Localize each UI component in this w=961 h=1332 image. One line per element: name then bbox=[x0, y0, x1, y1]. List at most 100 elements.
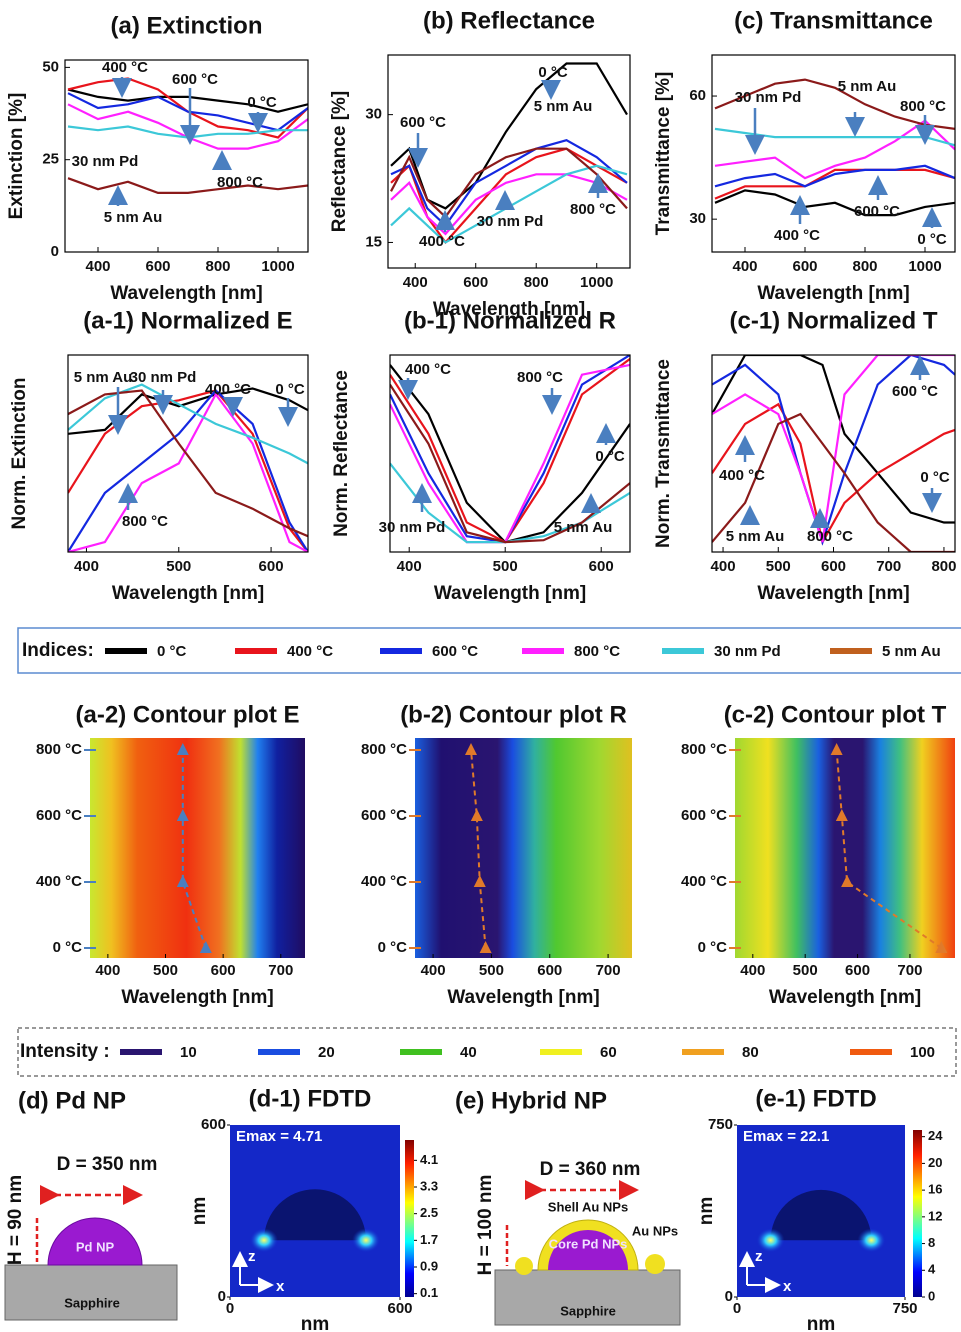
line bbox=[67, 177, 308, 194]
y-tick-label: 600 °C bbox=[681, 807, 727, 824]
plot-frame bbox=[389, 354, 631, 553]
annotation: 5 nm Au bbox=[554, 519, 613, 536]
chart-title: (c-1) Normalized T bbox=[729, 307, 937, 334]
x-tick-label: 400 bbox=[397, 558, 422, 575]
x-tick-label: 600 bbox=[259, 558, 284, 575]
chart-title: (c) Transmittance bbox=[734, 7, 933, 34]
x-axis-label: nm bbox=[807, 1314, 836, 1332]
line bbox=[68, 389, 308, 552]
x-axis-label: Wavelength [nm] bbox=[757, 283, 909, 304]
legend-label: Intensity : bbox=[20, 1041, 110, 1062]
y-axis-label: Transmittance [%] bbox=[653, 72, 674, 236]
x-axis-label: Wavelength [nm] bbox=[121, 987, 273, 1008]
chart-title: (a-2) Contour plot E bbox=[76, 701, 300, 728]
x-tick-label: 500 bbox=[766, 558, 791, 575]
contour-field bbox=[415, 738, 632, 958]
y-axis-label: Norm. Extinction bbox=[9, 377, 30, 529]
y-tick-label: 750 bbox=[708, 1116, 733, 1133]
colorbar-tick-label: 0 bbox=[928, 1288, 935, 1303]
axis-name: z bbox=[248, 1248, 256, 1265]
trajectory-point bbox=[176, 875, 189, 887]
annotation: 600 °C bbox=[400, 114, 446, 131]
x-tick-label: 400 bbox=[711, 558, 736, 575]
trajectory-point bbox=[835, 809, 848, 821]
substrate bbox=[4, 1264, 178, 1321]
y-tick-label: 0 bbox=[218, 1288, 226, 1305]
x-tick-label: 500 bbox=[479, 962, 504, 979]
hot-spot bbox=[250, 1228, 278, 1253]
x-axis-label: Wavelength [nm] bbox=[112, 583, 264, 604]
x-tick-label: 700 bbox=[876, 558, 901, 575]
x-tick-label: 1000 bbox=[908, 258, 941, 275]
y-tick-label: 0 °C bbox=[378, 939, 408, 956]
line bbox=[390, 147, 628, 219]
x-axis-label: Wavelength [nm] bbox=[769, 987, 921, 1008]
legend-entry: 20 bbox=[318, 1044, 335, 1061]
y-tick-label: 600 °C bbox=[36, 807, 82, 824]
y-tick-label: 50 bbox=[42, 58, 59, 75]
trajectory-point bbox=[470, 809, 483, 821]
line bbox=[714, 127, 955, 147]
height-label: H = 100 nm bbox=[475, 1175, 496, 1276]
colorbar-tick-label: 4 bbox=[928, 1262, 936, 1277]
legend-entry: 40 bbox=[460, 1044, 477, 1061]
y-tick-label: 400 °C bbox=[681, 873, 727, 890]
annotation: 0 °C bbox=[538, 64, 568, 81]
x-tick-label: 400 bbox=[95, 962, 120, 979]
satellite bbox=[515, 1257, 533, 1275]
intensity-box bbox=[17, 1027, 957, 1077]
line bbox=[390, 173, 628, 236]
y-tick-label: 15 bbox=[365, 233, 382, 250]
annotation: 800 °C bbox=[122, 513, 168, 530]
annotation: 30 nm Pd bbox=[130, 369, 197, 386]
axis-name: x bbox=[276, 1278, 285, 1295]
annotation: 600 °C bbox=[172, 71, 218, 88]
annotation: 0 °C bbox=[275, 381, 305, 398]
plot-lines bbox=[68, 383, 308, 552]
annotation: 5 nm Au bbox=[838, 78, 897, 95]
plot-frame bbox=[67, 354, 309, 553]
annotation: 600 °C bbox=[854, 203, 900, 220]
x-tick-label: 400 bbox=[740, 962, 765, 979]
x-tick-label: 800 bbox=[524, 274, 549, 291]
x-tick-label: 600 bbox=[821, 558, 846, 575]
x-tick-label: 400 bbox=[732, 258, 757, 275]
x-tick-label: 600 bbox=[463, 274, 488, 291]
axis-name: x bbox=[783, 1278, 792, 1295]
line bbox=[712, 412, 955, 552]
colorbar-tick-label: 16 bbox=[928, 1182, 942, 1197]
particle-shadow bbox=[770, 1189, 872, 1241]
colorbar-tick-label: 0.9 bbox=[420, 1258, 438, 1273]
line bbox=[390, 139, 628, 228]
annotation: 800 °C bbox=[900, 98, 946, 115]
substrate bbox=[494, 1269, 681, 1326]
y-tick-label: 400 °C bbox=[36, 873, 82, 890]
trajectory bbox=[470, 749, 487, 949]
x-tick-label: 600 bbox=[145, 258, 170, 275]
x-axis-label: Wavelength [nm] bbox=[447, 987, 599, 1008]
x-tick-label: 700 bbox=[596, 962, 621, 979]
x-tick-label: 400 bbox=[403, 274, 428, 291]
x-axis-label: Wavelength [nm] bbox=[757, 583, 909, 604]
y-tick-label: 800 °C bbox=[681, 741, 727, 758]
shell-label: Shell Au NPs bbox=[548, 1199, 628, 1214]
legend-entry: 800 °C bbox=[574, 643, 620, 660]
x-tick-label: 400 bbox=[421, 962, 446, 979]
contour-field bbox=[90, 738, 305, 958]
plot-frame bbox=[64, 59, 309, 253]
y-tick-label: 25 bbox=[42, 151, 59, 168]
annotation: 30 nm Pd bbox=[72, 153, 139, 170]
trajectory-point bbox=[176, 743, 189, 755]
axis-name: z bbox=[755, 1248, 763, 1265]
y-tick-label: 0 °C bbox=[53, 939, 83, 956]
line bbox=[67, 92, 308, 132]
chart-title: (e-1) FDTD bbox=[755, 1085, 876, 1112]
annotation: 400 °C bbox=[719, 467, 765, 484]
annotation: 400 °C bbox=[774, 227, 820, 244]
y-tick-label: 60 bbox=[689, 87, 706, 104]
trajectory bbox=[181, 750, 207, 949]
x-tick-label: 600 bbox=[387, 1300, 412, 1317]
hot-spot bbox=[756, 1228, 785, 1253]
height-label: H = 90 nm bbox=[5, 1175, 26, 1265]
colorbar-tick-label: 2.5 bbox=[420, 1205, 438, 1220]
